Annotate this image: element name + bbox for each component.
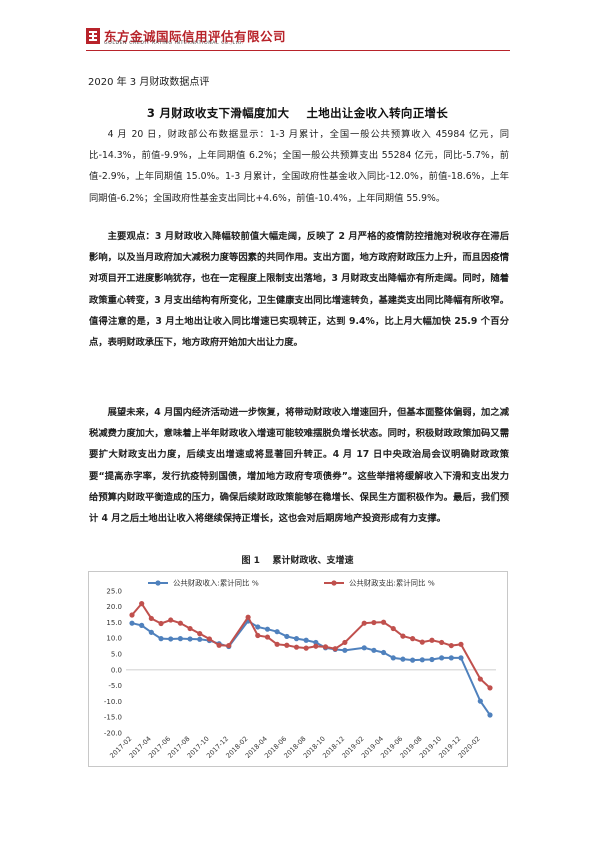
data-point-series-1: [390, 655, 396, 661]
y-tick-label: 5.0: [111, 651, 122, 659]
document-header: 东方金诚国际信用评估有限公司 GOLDEN CREDIT RATING INTE…: [86, 26, 510, 52]
data-point-series-1: [342, 647, 348, 653]
main-views-label: 主要观点：: [107, 231, 155, 242]
data-point-series-2: [409, 636, 416, 642]
data-point-series-2: [342, 639, 348, 646]
legend-swatch-marker: [155, 580, 161, 586]
data-point-series-2: [139, 601, 145, 607]
data-point-series-2: [380, 619, 387, 625]
data-point-series-1: [458, 655, 464, 661]
paragraph-outlook: 展望未来，4 月国内经济活动进一步恢复，将带动财政收入增速回升，但基本面整体偏弱…: [89, 407, 509, 525]
y-tick-label: -10.0: [104, 698, 122, 706]
data-point-series-2: [429, 637, 435, 643]
data-point-series-1: [361, 645, 367, 651]
header-divider: [86, 50, 510, 51]
data-point-series-1: [487, 712, 493, 718]
data-point-series-1: [303, 637, 309, 643]
data-point-series-2: [284, 642, 290, 648]
data-point-series-1: [168, 636, 174, 642]
main-views-text: 3 月财政收入降幅较前值大幅走阔，反映了 2 月严格的疫情防控措施对税收存在滞后…: [89, 231, 509, 349]
data-point-series-1: [197, 636, 203, 642]
data-point-series-2: [264, 634, 271, 640]
data-point-series-1: [439, 655, 445, 661]
brand-name-cn: 东方金诚国际信用评估有限公司: [104, 29, 287, 44]
data-point-series-1: [187, 636, 193, 642]
data-point-series-2: [322, 644, 329, 650]
series-lines: [129, 601, 493, 718]
data-point-series-1: [409, 657, 416, 663]
data-point-series-2: [274, 641, 280, 647]
data-point-series-1: [448, 655, 454, 661]
data-point-series-1: [158, 636, 164, 642]
chart-border: [88, 571, 508, 767]
data-point-series-1: [139, 622, 145, 628]
document-label: 2020 年 3 月财政数据点评: [88, 77, 210, 88]
data-point-series-2: [129, 612, 135, 618]
y-tick-label: 25.0: [106, 587, 122, 595]
data-point-series-1: [274, 629, 280, 635]
data-point-series-1: [419, 657, 425, 663]
y-tick-label: -5.0: [108, 682, 122, 690]
legend-label: 公共财政支出:累计同比 %: [349, 579, 435, 588]
y-tick-label: 0.0: [111, 666, 122, 674]
data-point-series-1: [313, 639, 319, 646]
data-point-series-2: [177, 620, 183, 626]
data-point-series-1: [293, 636, 300, 642]
data-point-series-2: [400, 633, 406, 639]
y-tick-label: 15.0: [106, 619, 122, 627]
data-point-series-2: [216, 642, 222, 648]
chart-legend: 公共财政收入:累计同比 % 公共财政支出:累计同比 %: [148, 579, 435, 588]
chart-container: 25.0 20.0 15.0 10.0 5.0 0.0 -5.0 -10.0 -15.0 -20.…: [88, 571, 508, 767]
data-point-series-2: [293, 644, 300, 650]
y-tick-label: 20.0: [106, 603, 122, 611]
paragraph-data-summary: 4 月 20 日，财政部公布数据显示：1-3 月累计，全国一般公共预算收入 45…: [89, 129, 509, 204]
data-point-series-1: [284, 633, 290, 640]
paragraph-main-views: 主要观点：3 月财政收入降幅较前值大幅走阔，反映了 2 月严格的疫情防控措施对税…: [89, 226, 509, 353]
figure-caption: 图 1 累计财政收、支增速: [241, 556, 354, 566]
data-point-series-2: [390, 625, 396, 632]
data-point-series-1: [380, 649, 387, 656]
data-point-series-2: [197, 631, 203, 637]
data-point-series-2: [303, 645, 309, 651]
data-point-series-1: [429, 656, 435, 663]
data-point-series-2: [439, 639, 445, 646]
data-point-series-2: [361, 620, 367, 626]
data-point-series-2: [371, 619, 377, 626]
data-point-series-2: [187, 625, 193, 632]
data-point-series-2: [206, 636, 213, 642]
data-point-series-1: [177, 636, 183, 642]
legend-label: 公共财政收入:累计同比 %: [173, 579, 259, 588]
data-point-series-1: [264, 626, 271, 632]
data-point-series-2: [458, 641, 464, 647]
data-point-series-2: [168, 617, 174, 623]
data-point-series-1: [477, 698, 483, 704]
data-point-series-2: [158, 620, 164, 627]
data-point-series-1: [400, 656, 406, 662]
company-logo: [86, 28, 100, 44]
y-tick-label: -15.0: [104, 714, 122, 722]
data-point-series-2: [448, 642, 454, 649]
data-point-series-2: [148, 615, 154, 622]
y-axis-ticks: 25.0 20.0 15.0 10.0 5.0 0.0 -5.0 -10.0 -15.0 -20.…: [104, 587, 122, 737]
data-point-series-1: [255, 624, 261, 630]
data-point-series-2: [255, 632, 261, 639]
y-tick-label: 10.0: [106, 635, 122, 643]
fiscal-growth-line-chart: 25.0 20.0 15.0 10.0 5.0 0.0 -5.0 -10.0 -15.0 -20.…: [88, 571, 508, 767]
data-point-series-2: [487, 685, 493, 691]
data-point-series-1: [129, 620, 135, 626]
data-point-series-1: [371, 647, 377, 653]
data-point-series-2: [332, 646, 338, 652]
data-point-series-2: [226, 642, 232, 649]
data-point-series-2: [477, 676, 483, 682]
article-title: 3 月财政收支下滑幅度加大 土地出让金收入转向正增长: [146, 106, 449, 120]
brand-name-en: GOLDEN CREDIT RATING INTERNATIONAL Co.,L…: [104, 41, 244, 46]
data-point-series-2: [419, 639, 425, 645]
legend-swatch-marker: [331, 580, 337, 586]
data-point-series-2: [245, 614, 251, 620]
data-point-series-1: [148, 629, 154, 635]
data-point-series-2: [313, 643, 319, 649]
y-tick-label: -20.0: [104, 729, 122, 737]
